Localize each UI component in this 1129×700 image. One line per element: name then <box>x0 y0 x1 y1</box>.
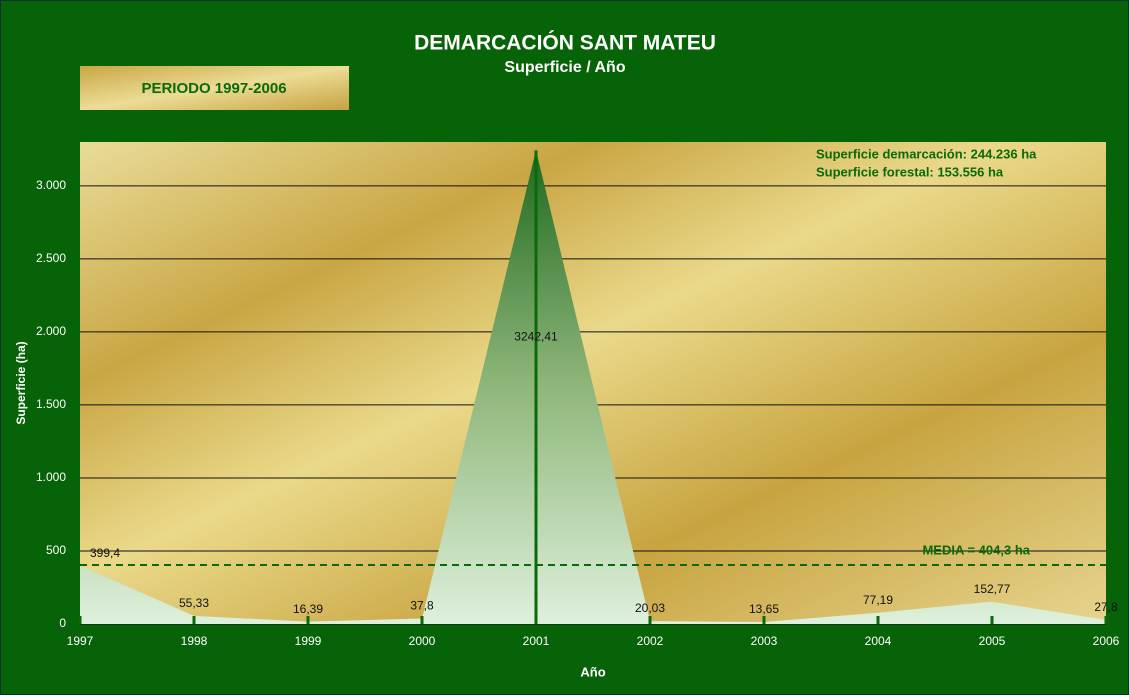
value-label: 55,33 <box>179 596 209 610</box>
y-tick-label: 2.000 <box>36 324 66 338</box>
chart-title: DEMARCACIÓN SANT MATEU <box>414 31 716 55</box>
x-tick-label: 2002 <box>637 634 664 648</box>
value-label: 152,77 <box>974 582 1011 596</box>
value-label: 37,8 <box>410 599 434 613</box>
annotation: Superficie forestal: 153.556 ha <box>816 164 1004 179</box>
x-tick-label: 1998 <box>181 634 208 648</box>
period-label: PERIODO 1997-2006 <box>141 80 286 97</box>
x-tick-label: 1999 <box>295 634 322 648</box>
area <box>80 150 1106 625</box>
value-label: 3242,41 <box>514 329 558 343</box>
x-tick-label: 2003 <box>751 634 778 648</box>
y-tick-label: 500 <box>46 543 66 557</box>
y-tick-label: 1.000 <box>36 470 66 484</box>
x-axis-label: Año <box>580 664 605 679</box>
value-label: 399,4 <box>90 546 120 560</box>
x-tick-label: 2001 <box>523 634 550 648</box>
x-tick-label: 2005 <box>979 634 1006 648</box>
y-tick-label: 2.500 <box>36 251 66 265</box>
y-axis-label: Superficie (ha) <box>14 341 28 424</box>
x-tick-label: 1997 <box>67 634 94 648</box>
value-label: 77,19 <box>863 593 893 607</box>
x-tick-label: 2000 <box>409 634 436 648</box>
chart-subtitle: Superficie / Año <box>504 59 625 76</box>
period-box <box>80 66 349 110</box>
mean-label: MEDIA = 404,3 ha <box>922 542 1030 557</box>
y-tick-label: 3.000 <box>36 178 66 192</box>
value-label: 13,65 <box>749 602 779 616</box>
y-tick-label: 1.500 <box>36 397 66 411</box>
x-tick-label: 2004 <box>865 634 892 648</box>
annotation: Superficie demarcación: 244.236 ha <box>816 146 1037 161</box>
value-label: 20,03 <box>635 601 665 615</box>
y-tick-label: 0 <box>59 616 66 630</box>
value-label: 27,8 <box>1094 600 1118 614</box>
x-tick-label: 2006 <box>1093 634 1120 648</box>
value-label: 16,39 <box>293 602 323 616</box>
